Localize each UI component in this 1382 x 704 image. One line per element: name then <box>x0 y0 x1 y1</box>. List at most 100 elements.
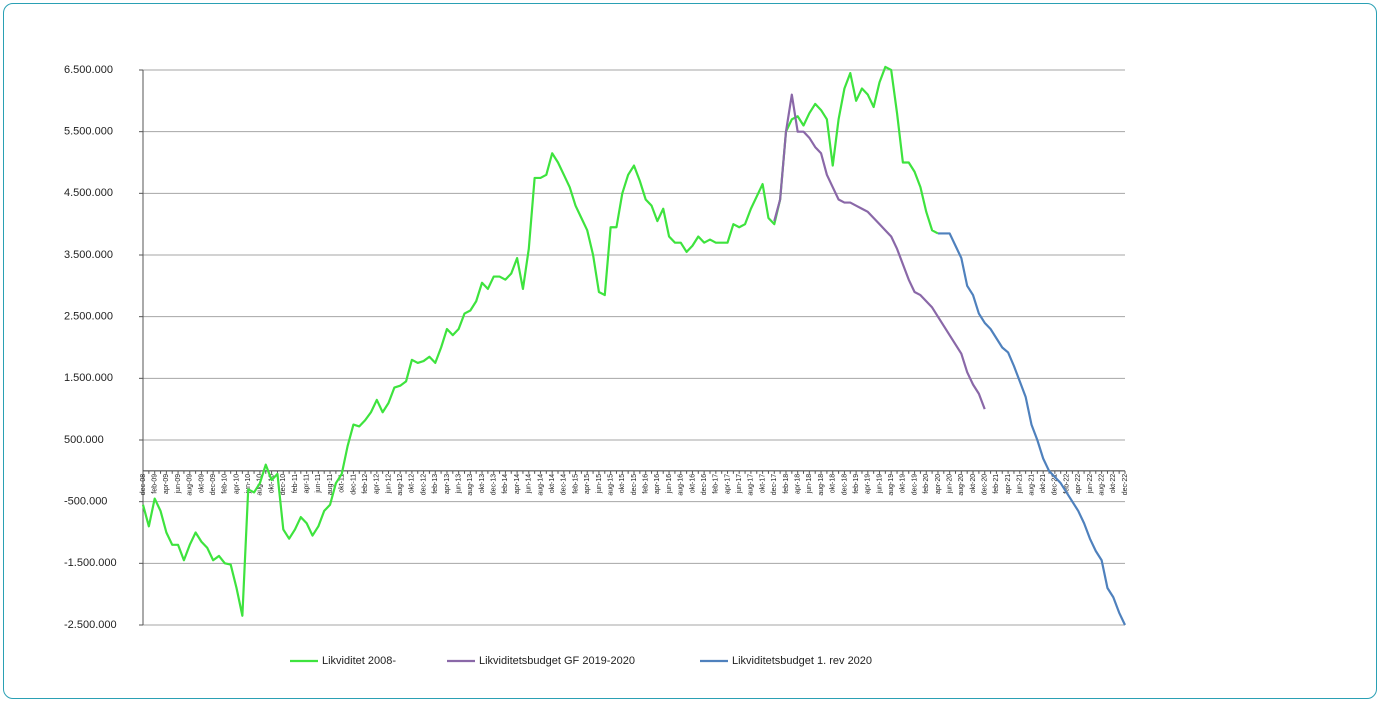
x-tick-label: dec-18 <box>841 474 848 496</box>
x-tick-label: okt-22 <box>1110 474 1117 494</box>
legend-label: Likviditetsbudget GF 2019-2020 <box>479 655 635 667</box>
x-tick-label: apr-12 <box>374 474 381 494</box>
x-tick-label: jun-16 <box>666 474 673 495</box>
x-tick-label: okt-12 <box>409 474 416 494</box>
x-tick-label: aug-20 <box>958 474 965 496</box>
x-tick-label: dec-17 <box>771 474 778 496</box>
x-tick-label: dec-13 <box>491 474 498 496</box>
x-tick-label: jun-17 <box>736 474 743 495</box>
x-tick-label: aug-14 <box>537 474 544 496</box>
x-tick-label: okt-21 <box>1040 474 1047 494</box>
legend-label: Likviditetsbudget 1. rev 2020 <box>732 655 872 667</box>
y-tick-label: 5.500.000 <box>64 126 113 138</box>
x-tick-label: aug-19 <box>888 474 895 496</box>
x-tick-label: okt-13 <box>479 474 486 494</box>
y-tick-label: 500.000 <box>64 434 104 446</box>
x-tick-label: apr-11 <box>304 474 311 494</box>
x-tick-label: aug-15 <box>607 474 614 496</box>
x-tick-label: feb-12 <box>362 474 369 494</box>
x-tick-label: dec-11 <box>350 474 357 495</box>
y-tick-label: -500.000 <box>64 496 107 508</box>
x-tick-label: jun-12 <box>385 474 392 495</box>
y-tick-label: 2.500.000 <box>64 311 113 323</box>
x-tick-label: feb-21 <box>993 474 1000 494</box>
x-tick-label: apr-17 <box>724 474 731 494</box>
x-tick-label: apr-21 <box>1005 474 1012 494</box>
x-tick-label: dec-08 <box>140 474 147 496</box>
y-tick-label: -2.500.000 <box>64 619 117 631</box>
x-tick-label: feb-10 <box>222 474 229 494</box>
x-tick-label: dec-14 <box>561 474 568 496</box>
series-line <box>141 65 939 617</box>
x-tick-label: feb-14 <box>502 474 509 494</box>
y-tick-label: 6.500.000 <box>64 64 113 76</box>
x-tick-label: feb-18 <box>783 474 790 494</box>
x-tick-label: jun-11 <box>315 474 322 494</box>
x-tick-label: okt-15 <box>619 474 626 494</box>
x-tick-label: okt-19 <box>900 474 907 494</box>
x-tick-label: jun-18 <box>806 474 813 495</box>
x-tick-label: feb-09 <box>152 474 159 494</box>
x-tick-label: apr-10 <box>233 474 240 494</box>
x-tick-label: feb-20 <box>923 474 930 494</box>
x-tick-label: apr-19 <box>865 474 872 494</box>
x-tick-label: dec-10 <box>280 474 287 496</box>
x-tick-label: dec-16 <box>701 474 708 496</box>
x-tick-label: dec-09 <box>210 474 217 496</box>
x-tick-label: feb-11 <box>292 474 299 493</box>
legend-label: Likviditet 2008- <box>322 655 396 667</box>
x-tick-label: okt-16 <box>689 474 696 494</box>
x-tick-label: apr-14 <box>514 474 521 494</box>
x-tick-label: apr-13 <box>444 474 451 494</box>
x-tick-label: jun-20 <box>946 474 953 495</box>
x-tick-label: okt-10 <box>268 474 275 494</box>
x-tick-label: apr-20 <box>935 474 942 494</box>
x-tick-label: okt-17 <box>759 474 766 494</box>
x-tick-label: okt-09 <box>198 474 205 494</box>
x-tick-label: aug-22 <box>1098 474 1105 496</box>
x-tick-label: aug-10 <box>257 474 264 496</box>
x-tick-label: apr-15 <box>584 474 591 494</box>
x-tick-label: jun-09 <box>175 474 182 495</box>
x-tick-label: jun-14 <box>526 474 533 495</box>
x-tick-label: aug-17 <box>748 474 755 496</box>
x-tick-label: aug-09 <box>187 474 194 496</box>
x-tick-label: jun-13 <box>455 474 462 495</box>
x-tick-label: okt-14 <box>549 474 556 494</box>
x-tick-label: aug-13 <box>467 474 474 496</box>
x-tick-label: feb-15 <box>572 474 579 494</box>
x-tick-label: jun-22 <box>1087 474 1094 495</box>
x-tick-label: feb-22 <box>1063 474 1070 494</box>
x-tick-label: feb-17 <box>713 474 720 494</box>
x-tick-label: aug-11 <box>327 474 334 495</box>
x-tick-label: jun-19 <box>876 474 883 495</box>
x-tick-label: okt-18 <box>830 474 837 494</box>
card-frame <box>3 3 1377 699</box>
x-tick-label: jun-10 <box>245 474 252 495</box>
y-tick-label: 1.500.000 <box>64 372 113 384</box>
x-tick-label: aug-16 <box>678 474 685 496</box>
x-tick-label: apr-18 <box>795 474 802 494</box>
x-tick-label: dec-22 <box>1122 474 1129 496</box>
series-line <box>937 232 1126 626</box>
series-line <box>773 93 986 410</box>
x-tick-label: jun-21 <box>1017 474 1024 495</box>
x-tick-label: okt-20 <box>970 474 977 494</box>
x-tick-label: apr-16 <box>654 474 661 494</box>
y-tick-label: 3.500.000 <box>64 249 113 261</box>
y-tick-label: 4.500.000 <box>64 187 113 199</box>
x-tick-label: dec-12 <box>420 474 427 496</box>
x-tick-label: apr-09 <box>163 474 170 494</box>
x-tick-label: dec-15 <box>631 474 638 496</box>
x-tick-label: okt-11 <box>339 474 346 493</box>
x-tick-label: feb-13 <box>432 474 439 494</box>
x-tick-label: feb-16 <box>643 474 650 494</box>
x-tick-label: aug-18 <box>818 474 825 496</box>
x-tick-label: dec-20 <box>982 474 989 496</box>
x-tick-label: dec-21 <box>1052 474 1059 496</box>
x-tick-label: dec-19 <box>911 474 918 496</box>
y-tick-label: -1.500.000 <box>64 557 117 569</box>
x-tick-label: aug-21 <box>1028 474 1035 496</box>
